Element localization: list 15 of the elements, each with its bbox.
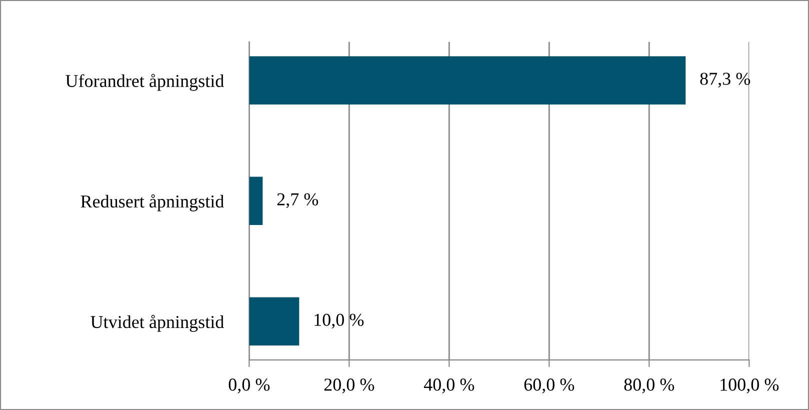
y-tick-label: Redusert åpningstid: [80, 194, 224, 212]
x-tick-label: 60,0 %: [524, 378, 574, 394]
y-tick-label: Uforandret åpningstid: [66, 74, 224, 91]
data-label: 2,7 %: [277, 193, 318, 208]
x-tick-label: 80,0 %: [624, 378, 674, 394]
data-label: 87,3 %: [700, 72, 750, 88]
bar: [249, 176, 263, 226]
x-tick-label: 20,0 %: [324, 378, 374, 394]
y-tick-label: Utvidet åpningstid: [90, 314, 224, 332]
data-label: 10,0 %: [314, 314, 364, 329]
x-tick-label: 100,0 %: [720, 378, 779, 394]
x-tick-label: 0,0 %: [228, 378, 270, 394]
bar: [249, 56, 686, 104]
bar: [249, 297, 300, 346]
x-tick-label: 40,0 %: [424, 378, 474, 394]
